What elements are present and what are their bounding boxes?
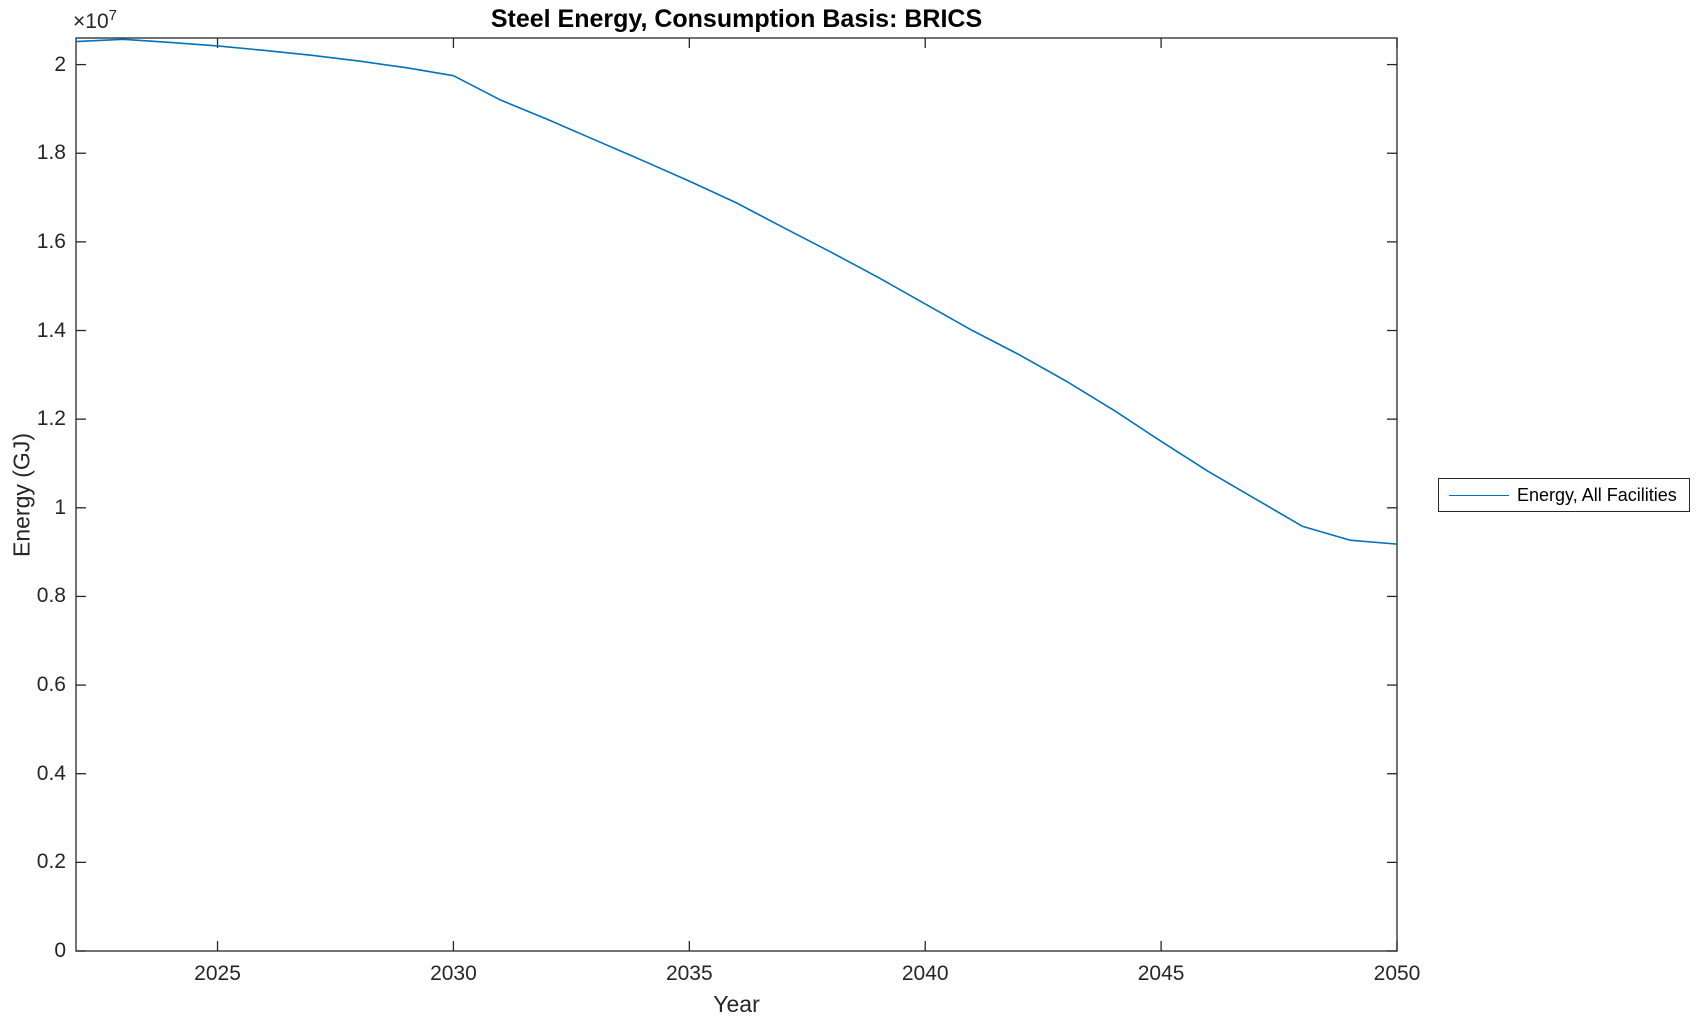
x-tick-label: 2035 <box>665 962 713 985</box>
series-line <box>75 38 1398 545</box>
x-tick-label: 2025 <box>194 962 241 985</box>
y-tick-label: 1.8 <box>36 141 66 165</box>
y-tick-label: 1.4 <box>36 318 66 342</box>
y-tick-label: 1.6 <box>36 229 66 253</box>
y-tick-label: 0.6 <box>36 673 66 697</box>
axes-box <box>75 37 1398 952</box>
x-tick-label: 2045 <box>1137 962 1185 985</box>
y-axis-multiplier-base: ×10 <box>73 10 109 33</box>
y-tick-label: 0 <box>54 939 66 962</box>
tick-marks <box>76 38 1398 952</box>
x-axis-label: Year <box>713 991 760 1017</box>
y-tick-label: 1.2 <box>36 407 66 431</box>
legend-entry-label: Energy, All Facilities <box>1517 484 1677 505</box>
y-tick-label: 0.8 <box>36 584 66 608</box>
y-tick-label: 0.2 <box>36 850 66 874</box>
y-tick-label: 0.4 <box>36 761 66 785</box>
data-series <box>75 38 1398 545</box>
y-tick-label: 1 <box>54 495 66 519</box>
chart-title: Steel Energy, Consumption Basis: BRICS <box>490 5 983 33</box>
y-axis-label: Energy (GJ) <box>8 433 35 557</box>
y-tick-label: 2 <box>54 52 66 76</box>
x-tick-label: 2040 <box>901 962 949 985</box>
legend-box: Energy, All Facilities <box>1438 478 1690 512</box>
legend-line-sample <box>1449 494 1509 496</box>
x-tick-label: 2050 <box>1373 962 1421 985</box>
y-axis-multiplier: ×107 <box>73 7 117 34</box>
y-axis-multiplier-exponent: 7 <box>108 7 117 24</box>
x-tick-label: 2030 <box>430 962 477 985</box>
